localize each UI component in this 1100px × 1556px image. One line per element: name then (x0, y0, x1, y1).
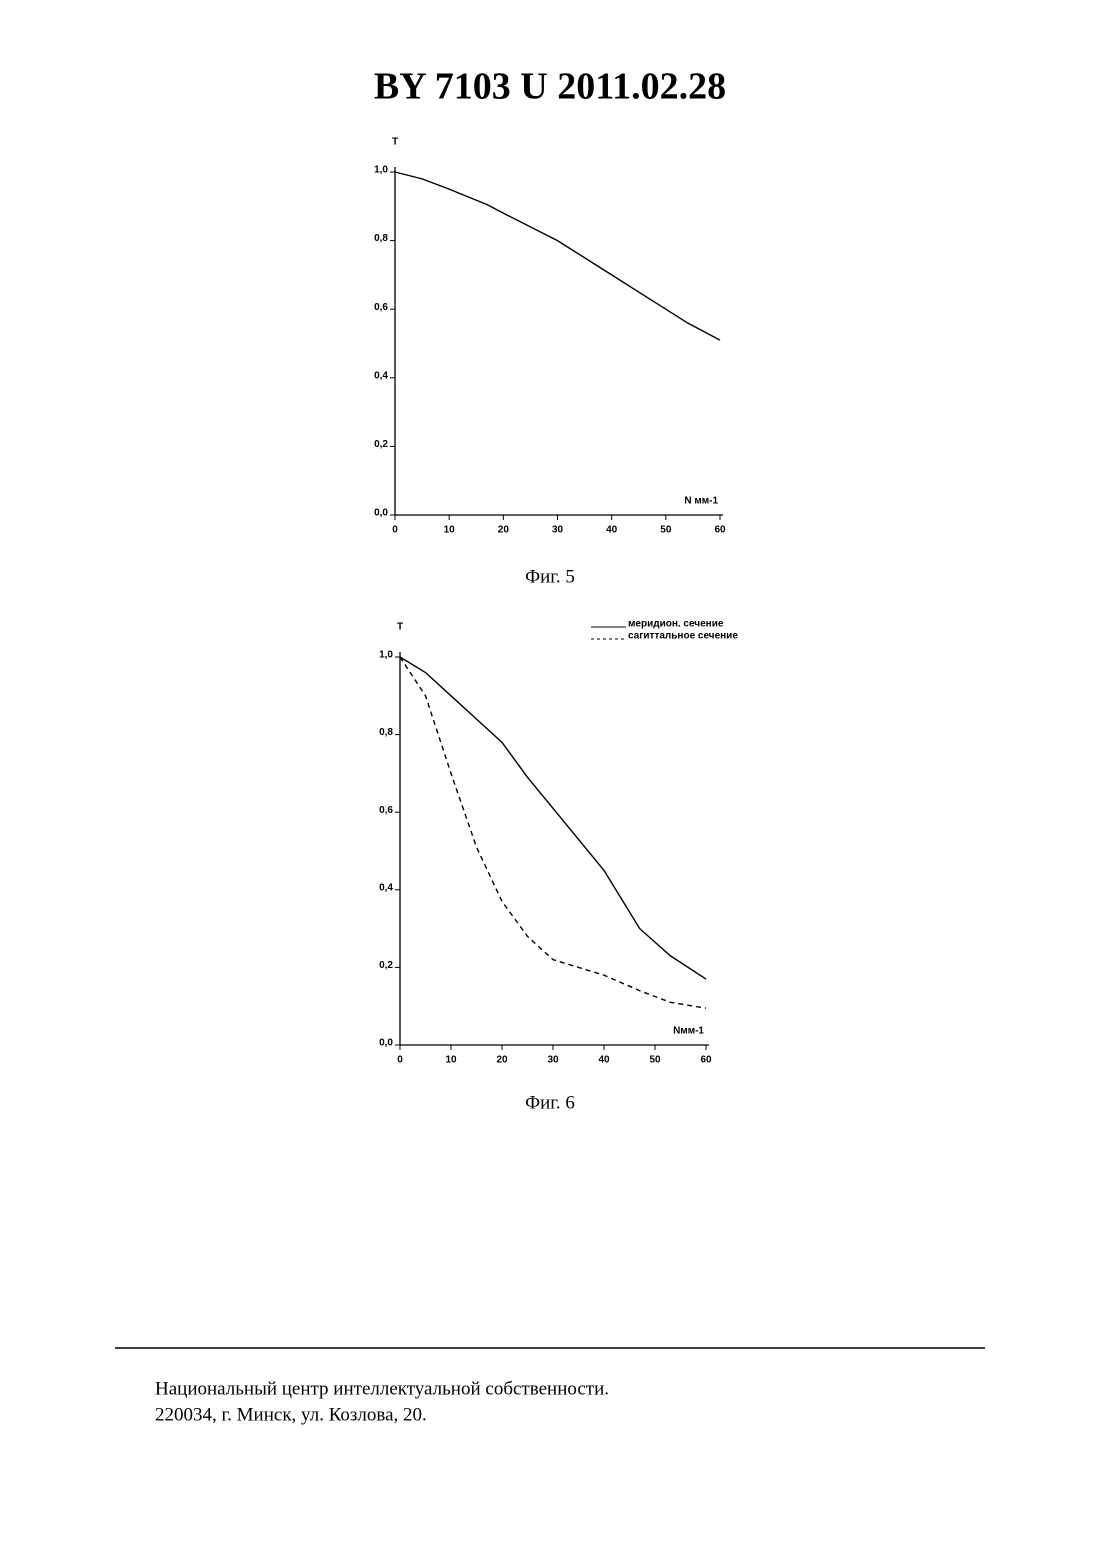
page: BY 7103 U 2011.02.28 Национальный центр … (0, 0, 1100, 1556)
x-tick-label: 50 (649, 1055, 661, 1066)
x-tick-label: 0 (392, 525, 398, 536)
y-tick-label: 0,8 (374, 233, 388, 244)
figure-caption: Фиг. 5 (525, 566, 575, 587)
y-tick-label: 0,4 (374, 370, 388, 381)
y-axis-label: T (397, 622, 403, 633)
x-tick-label: 40 (606, 525, 618, 536)
x-tick-label: 60 (714, 525, 726, 536)
data-line (400, 657, 706, 979)
x-tick-label: 10 (445, 1055, 457, 1066)
footer-line: 220034, г. Минск, ул. Козлова, 20. (155, 1404, 427, 1425)
x-axis-label: N мм-1 (684, 496, 718, 507)
y-tick-label: 0,6 (374, 302, 388, 313)
data-line (400, 657, 706, 1008)
y-tick-label: 1,0 (374, 165, 388, 176)
x-tick-label: 30 (552, 525, 564, 536)
x-tick-label: 10 (444, 525, 456, 536)
x-tick-label: 20 (498, 525, 510, 536)
legend-label: меридион. сечение (628, 619, 724, 630)
x-tick-label: 20 (496, 1055, 508, 1066)
figure-caption: Фиг. 6 (525, 1092, 575, 1113)
y-tick-label: 0,0 (374, 508, 388, 519)
x-tick-label: 0 (397, 1055, 403, 1066)
x-tick-label: 30 (547, 1055, 559, 1066)
x-axis-label: Nмм-1 (673, 1026, 704, 1037)
y-tick-label: 0,6 (379, 805, 393, 816)
footer-line: Национальный центр интеллектуальной собс… (155, 1378, 609, 1399)
x-tick-label: 40 (598, 1055, 610, 1066)
x-tick-label: 60 (700, 1055, 712, 1066)
y-tick-label: 0,0 (379, 1038, 393, 1049)
data-line (395, 172, 720, 340)
y-tick-label: 1,0 (379, 650, 393, 661)
x-tick-label: 50 (660, 525, 672, 536)
y-tick-label: 0,2 (379, 960, 393, 971)
legend-label: сагиттальное сечение (628, 631, 738, 642)
header-title: BY 7103 U 2011.02.28 (374, 66, 726, 108)
y-tick-label: 0,2 (374, 439, 388, 450)
y-axis-label: T (392, 137, 398, 148)
document: BY 7103 U 2011.02.28 Национальный центр … (0, 0, 1100, 1556)
y-tick-label: 0,4 (379, 882, 393, 893)
y-tick-label: 0,8 (379, 727, 393, 738)
